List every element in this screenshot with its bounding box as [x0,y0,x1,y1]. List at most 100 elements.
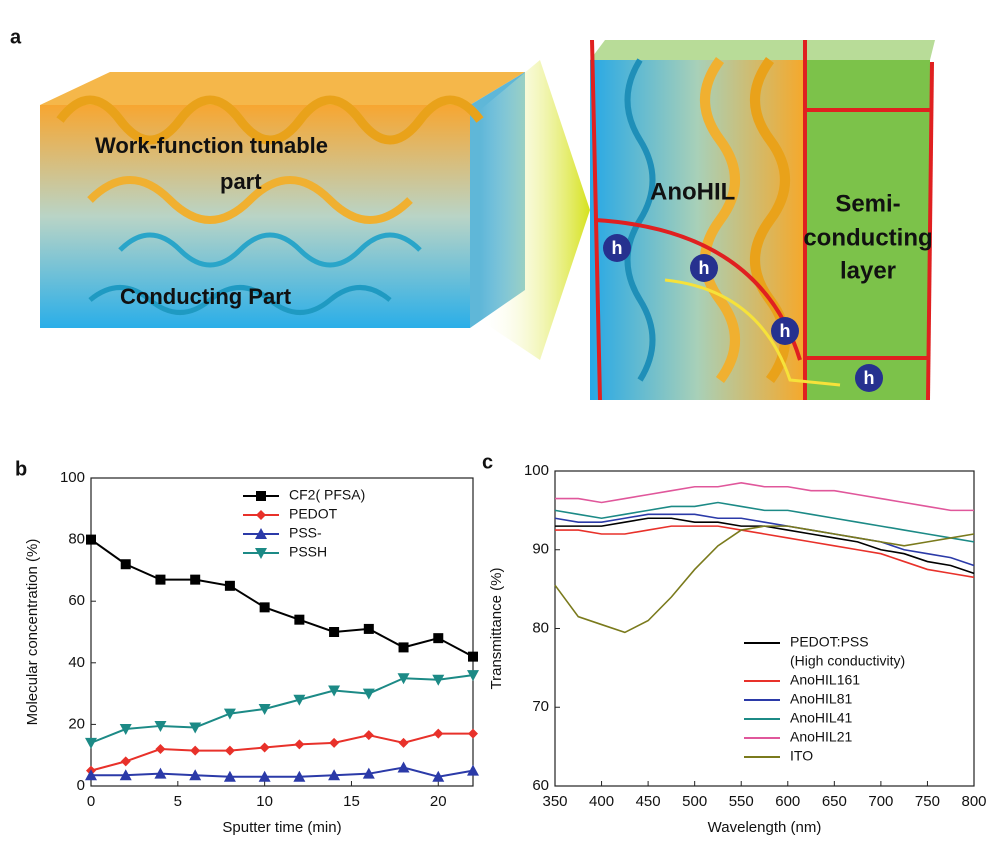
diagram-label: layer [840,257,896,284]
y-tick-label: 60 [68,592,85,609]
data-point [120,559,131,570]
data-point [467,764,479,776]
hole-label: h [864,368,875,388]
x-tick-label: 20 [430,793,447,810]
data-point [155,574,166,585]
y-tick-label: 100 [524,462,549,479]
polymer-chain [88,285,392,315]
data-point [363,730,374,741]
y-tick-label: 40 [68,654,85,671]
x-tick-label: 15 [343,793,360,810]
x-tick-label: 350 [542,793,567,810]
diagram-label: Conducting Part [120,284,292,309]
data-point [294,739,305,750]
data-line [90,674,474,744]
data-line [91,766,474,778]
data-point [155,744,166,755]
data-point [258,770,271,782]
data-point [154,720,167,732]
data-point [328,685,341,697]
legend-label: AnoHIL161 [790,672,860,688]
legend-label: PEDOT:PSS [790,634,869,650]
legend-label: AnoHIL21 [790,729,852,745]
data-point [398,737,409,748]
data-point [256,510,266,520]
x-tick-label: 10 [256,793,273,810]
legend-label: AnoHIL81 [790,691,852,707]
data-point [398,642,409,653]
x-tick-label: 700 [868,793,893,810]
data-point [154,767,167,779]
x-tick-label: 800 [961,793,986,810]
plot-frame [90,477,474,787]
data-point [224,580,235,591]
x-tick-label: 5 [174,793,182,810]
panel-label: a [10,26,22,48]
polymer-chain [624,58,656,382]
x-tick-label: 0 [87,793,95,810]
data-point [189,722,202,734]
y-tick-label: 100 [60,469,85,486]
data-point [329,737,340,748]
panel-label: b [15,458,27,480]
x-axis-label: Wavelength (nm) [708,819,822,836]
diagram-label: Work-function tunable [95,133,328,158]
data-point [190,745,201,756]
zoom-arrow [480,60,590,360]
data-point [255,528,267,539]
x-tick-label: 400 [589,793,614,810]
data-point [190,574,201,585]
legend-label: ITO [790,748,813,764]
data-point [255,548,267,559]
data-point [293,694,306,706]
data-point [362,688,375,700]
data-point [85,737,97,749]
x-tick-label: 650 [822,793,847,810]
legend-label: PEDOT [289,506,338,522]
data-point [397,761,410,773]
data-point [259,742,270,753]
data-point [258,704,271,715]
x-tick-label: 500 [682,793,707,810]
y-tick-label: 60 [532,777,549,794]
data-point [223,770,236,782]
data-point [328,769,341,781]
data-line [554,501,975,543]
data-point [86,534,96,545]
y-axis-label: Transmittance (%) [488,568,505,690]
data-point [120,756,131,767]
hole-label: h [612,238,623,258]
diagram-label: conducting [803,224,932,251]
data-point [432,770,445,782]
panel-label: c [482,451,493,473]
anohil-layer [590,60,805,400]
data-line [555,482,974,512]
hole-path [664,278,841,387]
data-line [554,513,975,567]
data-point [468,728,478,739]
data-point [397,673,410,685]
x-tick-label: 600 [775,793,800,810]
data-point [363,623,374,634]
y-tick-label: 0 [77,777,85,794]
hole-label: h [780,321,791,341]
data-point [189,769,202,781]
data-point [223,708,236,720]
legend-label: AnoHIL41 [790,710,852,726]
polymer-chain [87,176,413,224]
legend-label: CF2( PFSA) [289,487,365,503]
red-borders [590,39,934,401]
y-tick-label: 80 [68,531,85,548]
diagram-label: AnoHIL [650,178,735,205]
x-tick-label: 450 [636,793,661,810]
data-point [259,602,270,613]
data-point [432,674,445,686]
data-point [85,769,97,781]
hole-label: h [699,258,710,278]
x-tick-label: 750 [915,793,940,810]
y-tick-label: 20 [68,715,85,732]
data-line [554,525,975,634]
diagram-a [40,39,935,401]
data-point [433,728,444,739]
data-point [433,633,444,644]
